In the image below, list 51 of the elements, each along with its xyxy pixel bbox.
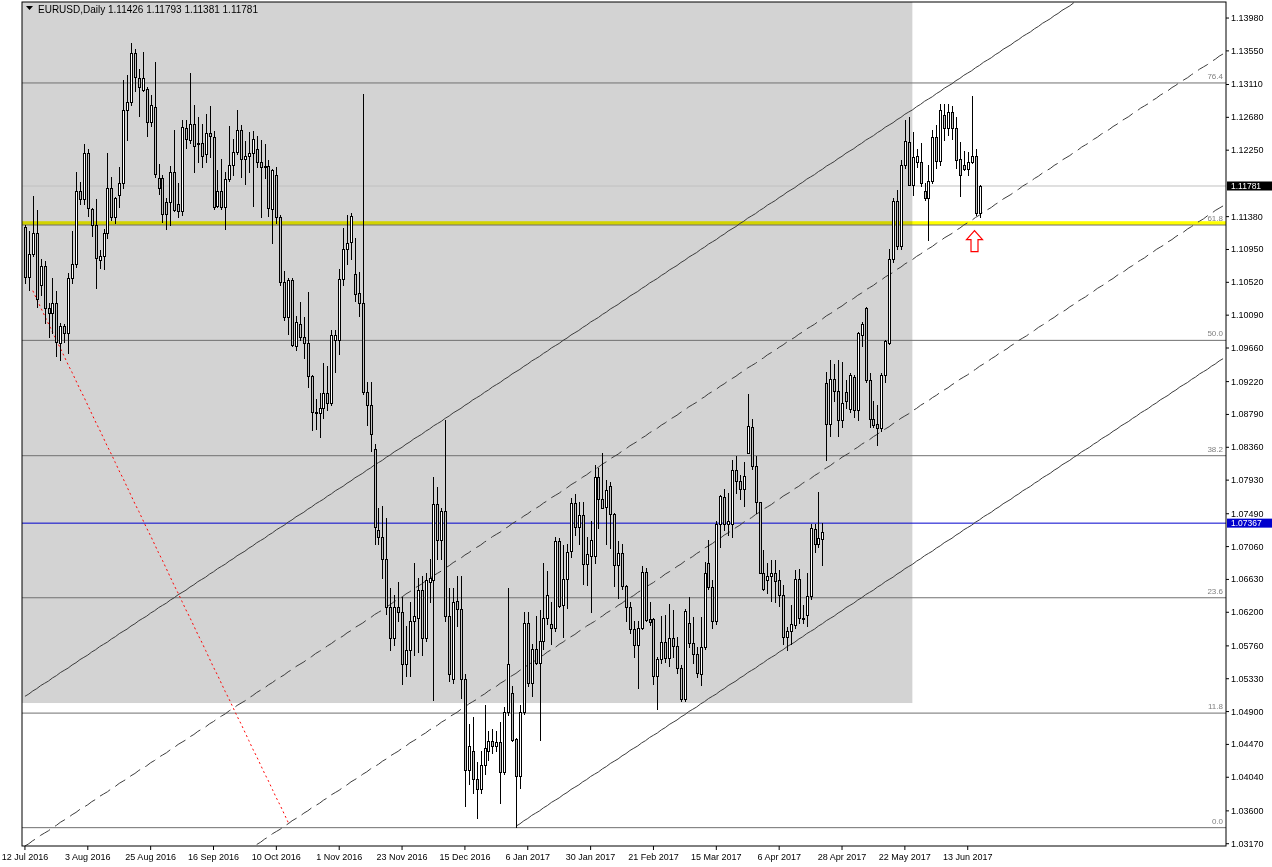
y-tick-label: 1.05760 [1231, 640, 1264, 651]
y-tick-label: 1.03600 [1231, 805, 1264, 816]
y-tick-label: 1.03170 [1231, 838, 1264, 849]
x-tick-label: 25 Aug 2016 [125, 852, 176, 862]
y-tick-label: 1.04470 [1231, 739, 1264, 750]
x-tick-label: 1 Nov 2016 [316, 852, 363, 862]
x-tick-label: 16 Sep 2016 [187, 852, 240, 862]
annotation: 76.4 [1207, 71, 1224, 81]
annotation: 23.6 [1207, 586, 1224, 596]
x-tick-label: 23 Nov 2016 [376, 852, 428, 862]
y-tick-label: 1.10950 [1231, 244, 1264, 255]
y-tick-label: 1.13550 [1231, 45, 1264, 56]
y-tick-label: 1.12250 [1231, 145, 1264, 156]
x-tick-label: 30 Jan 2017 [565, 852, 616, 862]
x-tick-label: 13 Jun 2017 [942, 852, 993, 862]
y-tick-label: 1.06200 [1231, 607, 1264, 618]
y-tick-label: 1.06630 [1231, 574, 1264, 585]
annotation: 11.8 [1208, 702, 1224, 712]
annotation: 61.8 [1207, 214, 1224, 224]
y-tick-label: 1.07060 [1231, 541, 1264, 552]
y-tick-label: 1.09220 [1231, 376, 1264, 387]
y-tick-label: 1.04040 [1231, 772, 1264, 783]
annotation: 0.0 [1211, 816, 1224, 826]
y-tick-label: 1.11380 [1231, 211, 1263, 222]
y-tick-label: 1.12680 [1231, 112, 1264, 123]
x-tick-label: 28 Apr 2017 [817, 852, 867, 862]
x-tick-label: 3 Aug 2016 [65, 852, 111, 862]
y-tick-label: 1.09660 [1231, 343, 1264, 353]
y-tick-label: 1.08790 [1231, 409, 1264, 420]
x-tick-label: 6 Apr 2017 [757, 852, 801, 862]
x-tick-label: 21 Feb 2017 [628, 852, 679, 862]
y-tick-label: 1.13980 [1231, 13, 1264, 24]
y-tick-label: 1.07490 [1231, 508, 1264, 519]
ref-line-label: 1.11781 [1231, 181, 1262, 191]
x-tick-label: 15 Mar 2017 [691, 852, 742, 862]
y-tick-label: 1.05330 [1231, 673, 1264, 684]
y-tick-label: 1.10090 [1231, 310, 1264, 321]
annotation: 38.2 [1207, 444, 1224, 454]
y-tick-label: 1.13110 [1231, 79, 1263, 90]
y-tick-label: 1.08360 [1231, 442, 1264, 453]
ref-line-label: 1.07367 [1231, 518, 1262, 529]
y-tick-label: 1.04900 [1231, 706, 1264, 717]
chart-title: EURUSD,Daily 1.11426 1.11793 1.11381 1.11781 [38, 3, 259, 15]
x-tick-label: 15 Dec 2016 [439, 852, 491, 862]
x-tick-label: 6 Jan 2017 [505, 852, 551, 862]
y-tick-label: 1.10520 [1231, 277, 1264, 288]
x-tick-label: 22 May 2017 [878, 852, 931, 862]
annotation: 50.0 [1207, 329, 1224, 339]
y-tick-label: 1.07930 [1231, 475, 1264, 486]
x-tick-label: 10 Oct 2016 [251, 852, 301, 862]
x-tick-label: 12 Jul 2016 [1, 852, 49, 862]
